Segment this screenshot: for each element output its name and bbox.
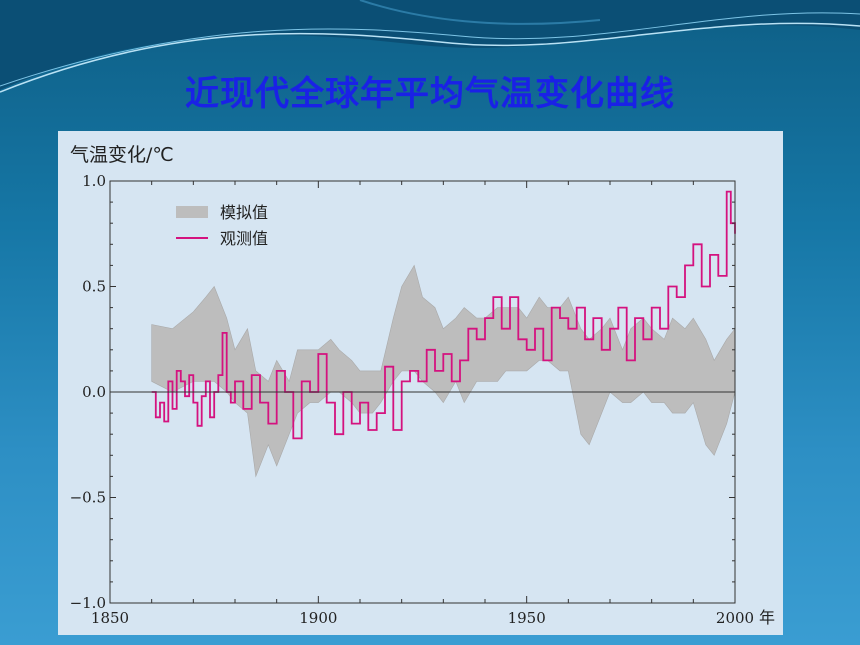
x-tick-label: 1850: [91, 609, 129, 627]
slide-title: 近现代全球年平均气温变化曲线: [185, 74, 675, 114]
y-axis-label: 气温变化/℃: [70, 144, 174, 166]
legend-label-observed: 观测值: [220, 229, 268, 248]
y-tick-label: −1.0: [70, 594, 106, 612]
legend-label-simulated: 模拟值: [220, 203, 268, 222]
y-tick-label: 0.0: [82, 383, 106, 401]
legend-swatch-simulated: [176, 206, 208, 218]
chart-panel: 1.0 0.5 0.0 −0.5 −1.0 1850 1900 1950 2000 气温变化/℃ 年…: [58, 131, 783, 635]
y-tick-label: 1.0: [82, 172, 106, 190]
title-wave-decoration: [0, 0, 860, 93]
x-axis-label: 年: [759, 608, 775, 627]
y-tick-label: 0.5: [82, 278, 106, 296]
y-tick-label: −0.5: [70, 489, 106, 507]
x-tick-label: 1900: [299, 609, 337, 627]
observed-line: [151, 190, 736, 440]
x-tick-label: 2000: [716, 609, 754, 627]
axis-layer: [109, 180, 736, 604]
x-tick-label: 1950: [508, 609, 546, 627]
observed-line-layer: [151, 190, 736, 440]
